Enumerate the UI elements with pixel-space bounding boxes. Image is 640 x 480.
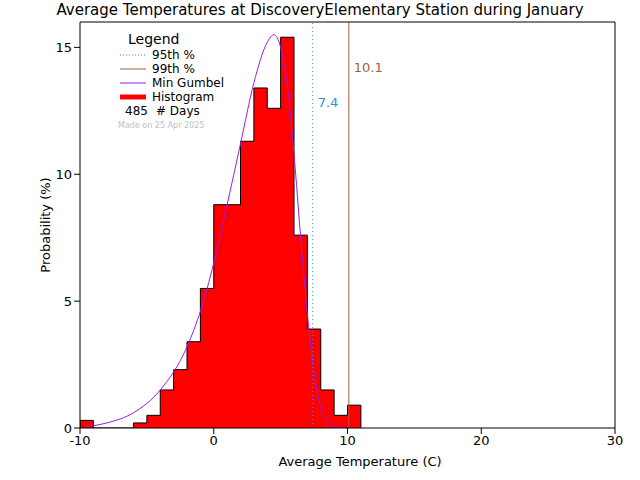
- svg-text:20: 20: [473, 433, 490, 448]
- svg-text:10: 10: [55, 167, 72, 182]
- svg-text:30: 30: [607, 433, 624, 448]
- svg-text:0: 0: [64, 421, 72, 436]
- html-text:Average Temperatures at Discov: Average Temperatures at DiscoveryElement…: [56, 1, 584, 19]
- html-text:Made on 25 Apr 2025: Made on 25 Apr 2025: [118, 121, 205, 130]
- html-text:95th %: 95th %: [152, 48, 195, 62]
- html-text:485: 485: [125, 104, 148, 118]
- html-text:# Days: # Days: [156, 104, 200, 118]
- html-text:Histogram: Histogram: [152, 90, 215, 104]
- svg-text:7.4: 7.4: [318, 95, 339, 110]
- svg-text:15: 15: [55, 40, 72, 55]
- svg-text:0: 0: [210, 433, 218, 448]
- svg-text:5: 5: [64, 294, 72, 309]
- html-text:Average Temperature (C): Average Temperature (C): [278, 454, 442, 469]
- svg-text:-10: -10: [69, 433, 90, 448]
- html-text:Min Gumbel: Min Gumbel: [152, 76, 224, 90]
- html-text:Legend: Legend: [128, 31, 180, 47]
- svg-text:10: 10: [339, 433, 356, 448]
- html-text:99th %: 99th %: [152, 62, 195, 76]
- svg-text:10.1: 10.1: [354, 60, 383, 75]
- html-text:Probability (%): Probability (%): [38, 177, 53, 273]
